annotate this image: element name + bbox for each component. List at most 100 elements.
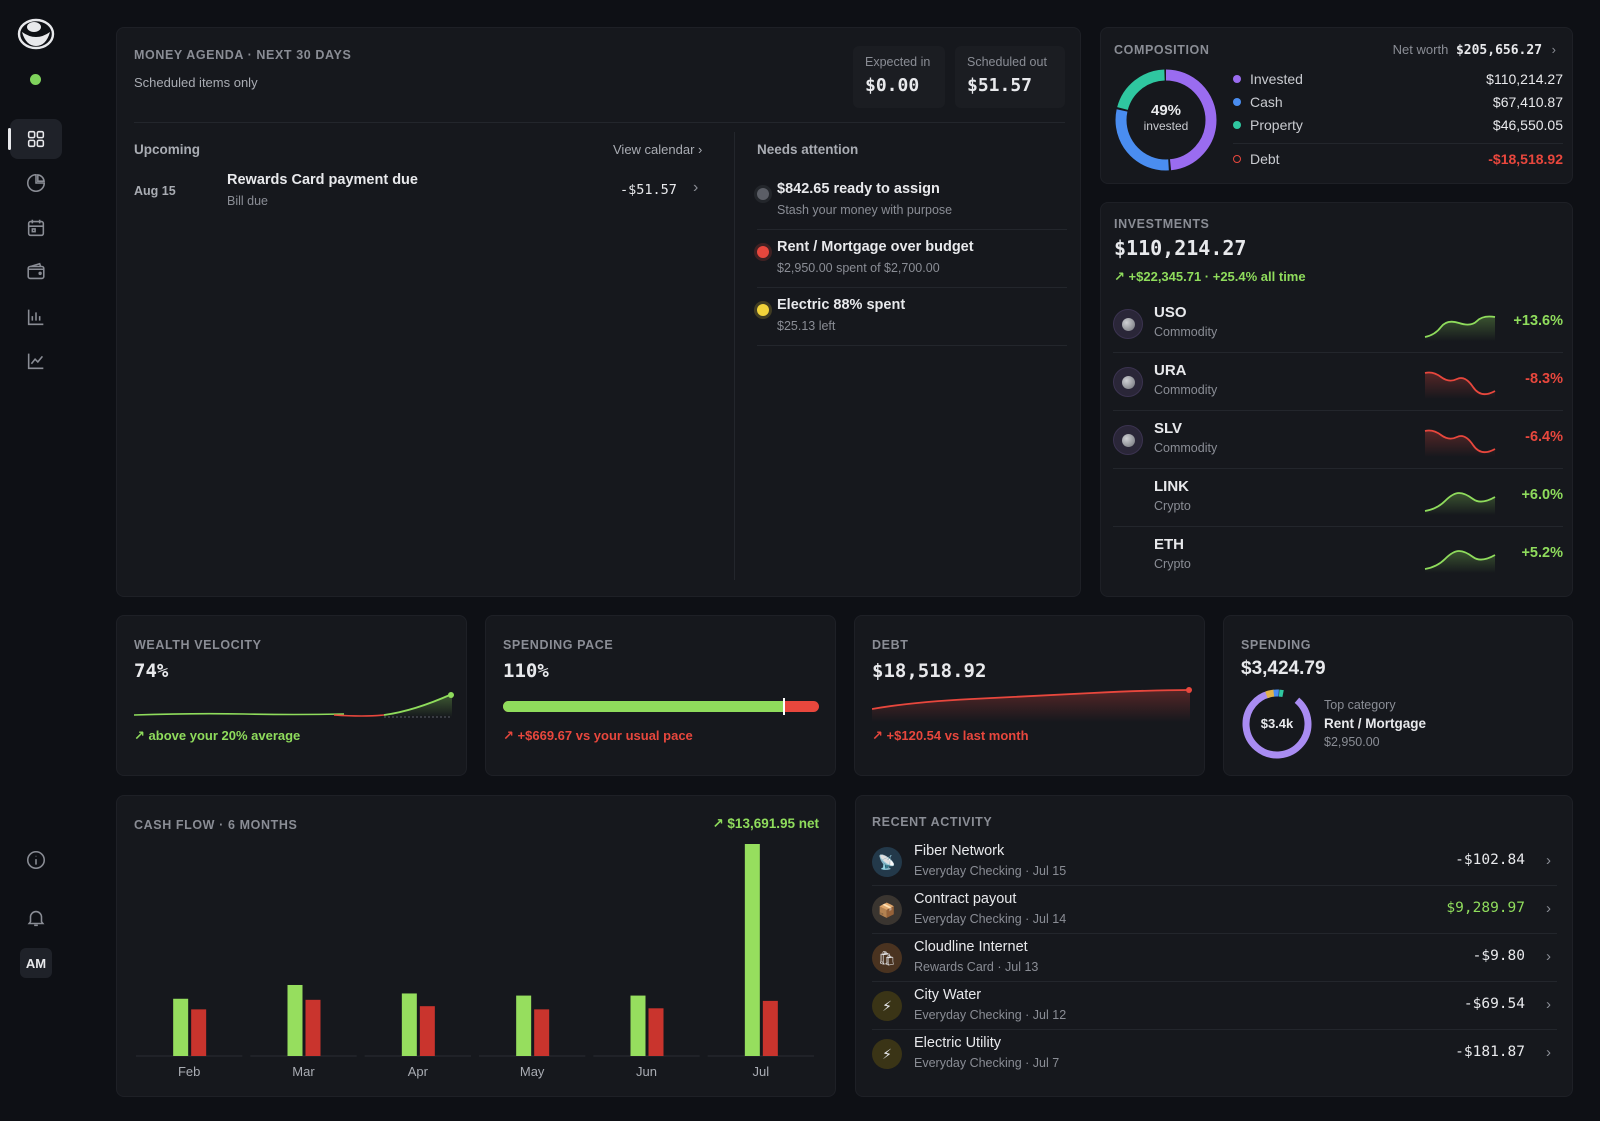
composition-row-property: Property $46,550.05 xyxy=(1233,117,1563,133)
debt-title: DEBT xyxy=(872,638,909,652)
dashboard-icon xyxy=(27,130,45,148)
attention-title: $842.65 ready to assign xyxy=(777,181,940,197)
cash-flow-chart: Feb Mar Apr May Jun Jul xyxy=(136,844,814,1079)
spending-pace-bar xyxy=(503,698,819,715)
avatar[interactable]: AM xyxy=(20,948,52,978)
holding-symbol: ETH xyxy=(1154,536,1184,553)
holding-row[interactable]: ETH Crypto +5.2% xyxy=(1113,527,1563,585)
logo-icon[interactable] xyxy=(16,16,56,50)
top-category-label: Top category xyxy=(1324,698,1396,712)
cash-flow-net: ↗ $13,691.95 net xyxy=(712,816,819,832)
debt-note: ↗ +$120.54 vs last month xyxy=(872,728,1029,744)
activity-row[interactable]: 📡 Fiber Network Everyday Checking · Jul … xyxy=(872,838,1557,886)
needs-attention-label: Needs attention xyxy=(757,142,859,157)
info-icon xyxy=(26,850,46,870)
bar-feb-out xyxy=(191,1009,207,1056)
nav-trends[interactable] xyxy=(10,341,62,381)
composition-card: COMPOSITION Net worth $205,656.27 › 49% … xyxy=(1100,27,1573,184)
arrow-up-right-icon: ↗ xyxy=(712,816,724,831)
bolt-icon: ⚡ xyxy=(872,1039,902,1069)
debt-dot xyxy=(1233,155,1241,163)
x-tick-label: Feb xyxy=(178,1064,200,1079)
activity-row[interactable]: 🛍 Cloudline Internet Rewards Card · Jul … xyxy=(872,934,1557,982)
bell-icon xyxy=(27,910,45,927)
wealth-velocity-title: WEALTH VELOCITY xyxy=(134,638,262,652)
net-worth-label: Net worth xyxy=(1392,42,1449,57)
attention-item[interactable]: Rent / Mortgage over budget $2,950.00 sp… xyxy=(757,230,1067,288)
chevron-right-icon: › xyxy=(1551,42,1556,57)
activity-row[interactable]: ⚡ City Water Everyday Checking · Jul 12 … xyxy=(872,982,1557,1030)
commodity-icon xyxy=(1113,425,1143,455)
attention-title: Rent / Mortgage over budget xyxy=(777,239,974,255)
nav-reports[interactable] xyxy=(10,297,62,337)
arrow-up-right-icon: ↗ xyxy=(134,728,145,743)
holding-change: -6.4% xyxy=(1525,429,1563,445)
debt-sparkline xyxy=(872,687,1192,722)
activity-subtitle: Everyday Checking · Jul 14 xyxy=(914,912,1067,926)
net-worth-link[interactable]: Net worth $205,656.27 › xyxy=(1393,42,1556,58)
upcoming-item[interactable]: Aug 15 Rewards Card payment due Bill due… xyxy=(134,172,704,212)
holding-row[interactable]: USO Commodity +13.6% xyxy=(1113,295,1563,353)
attention-item[interactable]: Electric 88% spent $25.13 left xyxy=(757,288,1067,346)
investments-change: ↗ +$22,345.71 · +25.4% all time xyxy=(1114,269,1306,285)
attention-subtitle: Stash your money with purpose xyxy=(777,203,953,217)
cash-flow-title: CASH FLOW · 6 MONTHS xyxy=(134,818,298,832)
debt-card[interactable]: DEBT $18,518.92 ↗ +$120.54 vs last month xyxy=(854,615,1205,776)
money-agenda-card: MONEY AGENDA · NEXT 30 DAYS Scheduled it… xyxy=(116,27,1081,597)
upcoming-title: Rewards Card payment due xyxy=(227,172,418,188)
activity-row[interactable]: 📦 Contract payout Everyday Checking · Ju… xyxy=(872,886,1557,934)
bar-apr-in xyxy=(401,993,417,1056)
activity-name: Contract payout xyxy=(914,891,1017,907)
holding-change: +6.0% xyxy=(1521,487,1563,503)
notifications-button[interactable] xyxy=(10,898,62,938)
spending-card[interactable]: SPENDING $3,424.79 $3.4k Top category Re… xyxy=(1223,615,1573,776)
holding-type: Commodity xyxy=(1154,383,1218,397)
investments-card: INVESTMENTS $110,214.27 ↗ +$22,345.71 · … xyxy=(1100,202,1573,597)
chevron-right-icon: › xyxy=(1546,852,1551,869)
expected-in-value: $0.00 xyxy=(865,75,920,96)
activity-row[interactable]: ⚡ Electric Utility Everyday Checking · J… xyxy=(872,1030,1557,1078)
holding-sparkline xyxy=(1424,315,1496,341)
activity-amount: -$9.80 xyxy=(1472,948,1525,964)
legend-dot xyxy=(1233,98,1241,106)
holding-row[interactable]: URA Commodity -8.3% xyxy=(1113,353,1563,411)
composition-title: COMPOSITION xyxy=(1114,43,1210,57)
agenda-subtitle: Scheduled items only xyxy=(134,75,258,90)
status-indicator xyxy=(30,74,41,85)
expected-in-label: Expected in xyxy=(865,55,931,69)
upcoming-subtitle: Bill due xyxy=(227,194,268,208)
sidebar: AM xyxy=(0,0,72,1121)
nav-allocation[interactable] xyxy=(10,163,62,203)
spending-pace-note-text: +$669.67 vs your usual pace xyxy=(517,728,693,743)
x-tick-label: Mar xyxy=(292,1064,315,1079)
wealth-velocity-card[interactable]: WEALTH VELOCITY 74% ↗ above your 20% ave… xyxy=(116,615,467,776)
chevron-right-icon: › xyxy=(1546,948,1551,965)
arrow-up-right-icon: ↗ xyxy=(872,728,883,743)
holding-change: -8.3% xyxy=(1525,371,1563,387)
holding-row[interactable]: SLV Commodity -6.4% xyxy=(1113,411,1563,469)
bar-jul-out xyxy=(762,1000,778,1056)
wealth-velocity-sparkline xyxy=(134,692,454,718)
calendar-icon xyxy=(27,219,45,237)
nav-accounts[interactable] xyxy=(10,252,62,292)
attention-item[interactable]: $842.65 ready to assign Stash your money… xyxy=(757,172,1067,230)
spending-title: SPENDING xyxy=(1241,638,1312,652)
wallet-icon xyxy=(27,262,45,280)
view-calendar-link[interactable]: View calendar › xyxy=(613,142,702,157)
activity-subtitle: Everyday Checking · Jul 7 xyxy=(914,1056,1060,1070)
bar-mar-out xyxy=(305,999,321,1056)
scheduled-out-value: $51.57 xyxy=(967,75,1033,96)
recent-activity-title: RECENT ACTIVITY xyxy=(872,815,993,829)
attention-title: Electric 88% spent xyxy=(777,297,906,313)
info-button[interactable] xyxy=(10,840,62,880)
package-icon: 📦 xyxy=(872,895,902,925)
nav-dashboard[interactable] xyxy=(8,119,62,159)
composition-name: Property xyxy=(1250,117,1303,133)
holding-row[interactable]: LINK Crypto +6.0% xyxy=(1113,469,1563,527)
chevron-right-icon: › xyxy=(1546,1044,1551,1061)
bar-jul-in xyxy=(744,844,760,1056)
spending-pace-card[interactable]: SPENDING PACE 110% ↗ +$669.67 vs your us… xyxy=(485,615,836,776)
net-worth-value: $205,656.27 xyxy=(1455,43,1543,58)
wealth-velocity-note: ↗ above your 20% average xyxy=(134,728,300,744)
nav-calendar[interactable] xyxy=(10,208,62,248)
